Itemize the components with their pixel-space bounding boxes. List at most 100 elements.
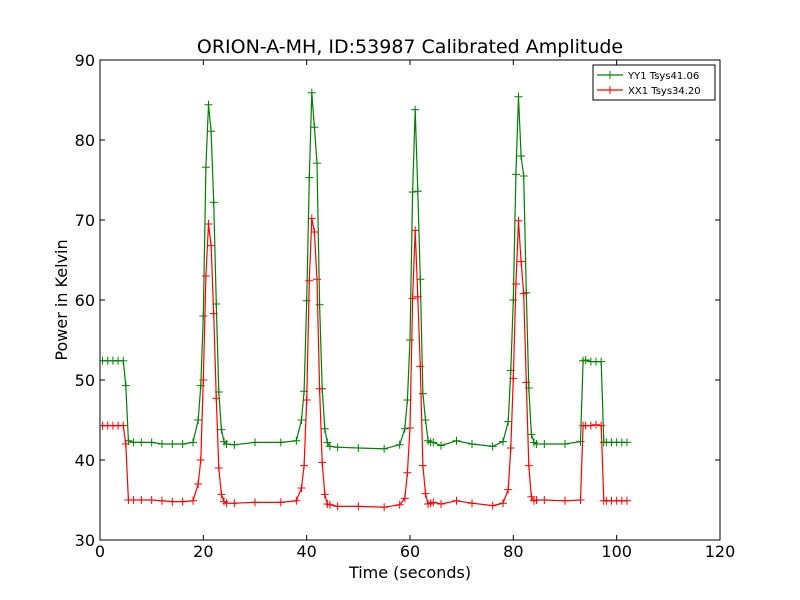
data-point-marker bbox=[576, 437, 585, 446]
data-point-marker bbox=[524, 461, 533, 470]
data-point-marker bbox=[129, 438, 138, 447]
data-point-marker bbox=[437, 500, 445, 508]
x-tick-label: 100 bbox=[601, 542, 632, 561]
data-point-marker bbox=[413, 187, 422, 196]
data-point-marker bbox=[302, 396, 311, 404]
x-axis-label: Time (seconds) bbox=[348, 563, 471, 582]
data-point-marker bbox=[418, 461, 427, 470]
data-point-marker bbox=[581, 356, 590, 364]
data-point-marker bbox=[623, 438, 631, 447]
data-point-marker bbox=[522, 378, 531, 387]
data-point-marker bbox=[320, 424, 329, 433]
data-point-marker bbox=[540, 496, 549, 504]
data-point-marker bbox=[504, 485, 513, 494]
legend-label: YY1 Tsys41.06 bbox=[627, 71, 699, 82]
data-point-marker bbox=[318, 458, 327, 467]
data-point-marker bbox=[416, 362, 425, 371]
data-point-marker bbox=[315, 384, 324, 393]
series-yy1 bbox=[100, 88, 631, 453]
legend-marker bbox=[606, 86, 614, 94]
data-point-marker bbox=[532, 496, 541, 504]
data-point-marker bbox=[452, 436, 461, 445]
data-point-marker bbox=[576, 496, 585, 504]
data-point-marker bbox=[137, 496, 146, 504]
chart-title: ORION-A-MH, ID:53987 Calibrated Amplitud… bbox=[197, 36, 623, 58]
data-point-marker bbox=[212, 394, 221, 403]
data-point-marker bbox=[561, 496, 569, 505]
data-point-marker bbox=[532, 440, 541, 448]
data-point-marker bbox=[380, 444, 389, 453]
x-tick-label: 80 bbox=[503, 542, 523, 561]
data-point-marker bbox=[623, 496, 631, 505]
data-point-marker bbox=[147, 438, 156, 447]
x-tick-label: 20 bbox=[193, 542, 213, 561]
data-point-marker bbox=[204, 100, 213, 109]
legend: YY1 Tsys41.06 XX1 Tsys34.20 bbox=[592, 64, 716, 101]
y-tick-label: 70 bbox=[75, 211, 95, 230]
data-point-marker bbox=[201, 272, 210, 280]
data-point-marker bbox=[325, 500, 334, 509]
y-axis-label: Power in Kelvin bbox=[52, 239, 71, 360]
series-layer bbox=[100, 88, 631, 512]
data-point-marker bbox=[429, 498, 438, 507]
data-point-marker bbox=[121, 381, 130, 390]
data-point-marker bbox=[511, 170, 520, 179]
x-tick-label: 40 bbox=[296, 542, 316, 561]
data-point-marker bbox=[305, 173, 314, 182]
data-point-marker bbox=[194, 480, 203, 488]
data-point-marker bbox=[488, 501, 497, 510]
data-point-marker bbox=[411, 226, 420, 235]
x-tick-label: 60 bbox=[400, 542, 420, 561]
y-tick-label: 60 bbox=[75, 291, 95, 310]
data-point-marker bbox=[297, 484, 306, 492]
data-point-marker bbox=[519, 289, 528, 298]
series-xx1 bbox=[100, 214, 631, 512]
data-point-marker bbox=[597, 357, 606, 366]
data-point-marker bbox=[194, 416, 203, 424]
legend-frame bbox=[592, 64, 716, 101]
data-point-marker bbox=[207, 241, 216, 250]
data-point-marker bbox=[300, 461, 309, 470]
data-point-marker bbox=[214, 464, 223, 472]
data-point-marker bbox=[395, 500, 404, 509]
data-point-marker bbox=[333, 443, 342, 452]
data-point-marker bbox=[199, 312, 208, 320]
data-point-marker bbox=[158, 440, 166, 448]
data-point-marker bbox=[168, 440, 177, 448]
data-point-marker bbox=[403, 468, 412, 477]
data-point-marker bbox=[230, 440, 239, 449]
x-tick-label: 120 bbox=[705, 542, 736, 561]
data-point-marker bbox=[499, 437, 507, 446]
ticks-layer: 0 20 40 60 80 100 120 30 40 50 60 70 80 90 bbox=[75, 51, 736, 561]
data-point-marker bbox=[514, 216, 523, 225]
data-point-marker bbox=[408, 294, 417, 303]
data-point-marker bbox=[189, 438, 197, 447]
data-point-marker bbox=[408, 188, 417, 196]
y-tick-label: 90 bbox=[75, 51, 95, 70]
data-point-marker bbox=[354, 502, 363, 511]
data-point-marker bbox=[292, 436, 301, 445]
data-point-marker bbox=[276, 438, 285, 447]
data-point-marker bbox=[207, 127, 216, 136]
data-point-marker bbox=[540, 440, 549, 448]
data-point-marker bbox=[313, 159, 321, 168]
data-point-marker bbox=[527, 430, 536, 439]
data-point-marker bbox=[400, 424, 409, 433]
data-point-marker bbox=[592, 420, 600, 429]
data-point-marker bbox=[305, 276, 314, 285]
data-point-marker bbox=[119, 421, 128, 430]
data-point-marker bbox=[320, 490, 329, 499]
data-point-marker bbox=[158, 496, 166, 505]
data-point-marker bbox=[517, 257, 526, 266]
data-point-marker bbox=[452, 496, 461, 505]
data-point-marker bbox=[189, 496, 197, 505]
data-point-marker bbox=[121, 440, 130, 448]
data-point-marker bbox=[597, 421, 606, 430]
data-point-marker bbox=[168, 497, 177, 506]
data-point-marker bbox=[411, 105, 420, 114]
data-point-marker bbox=[222, 440, 231, 448]
data-point-marker bbox=[129, 496, 138, 504]
data-point-marker bbox=[517, 152, 526, 160]
data-point-marker bbox=[251, 438, 259, 447]
